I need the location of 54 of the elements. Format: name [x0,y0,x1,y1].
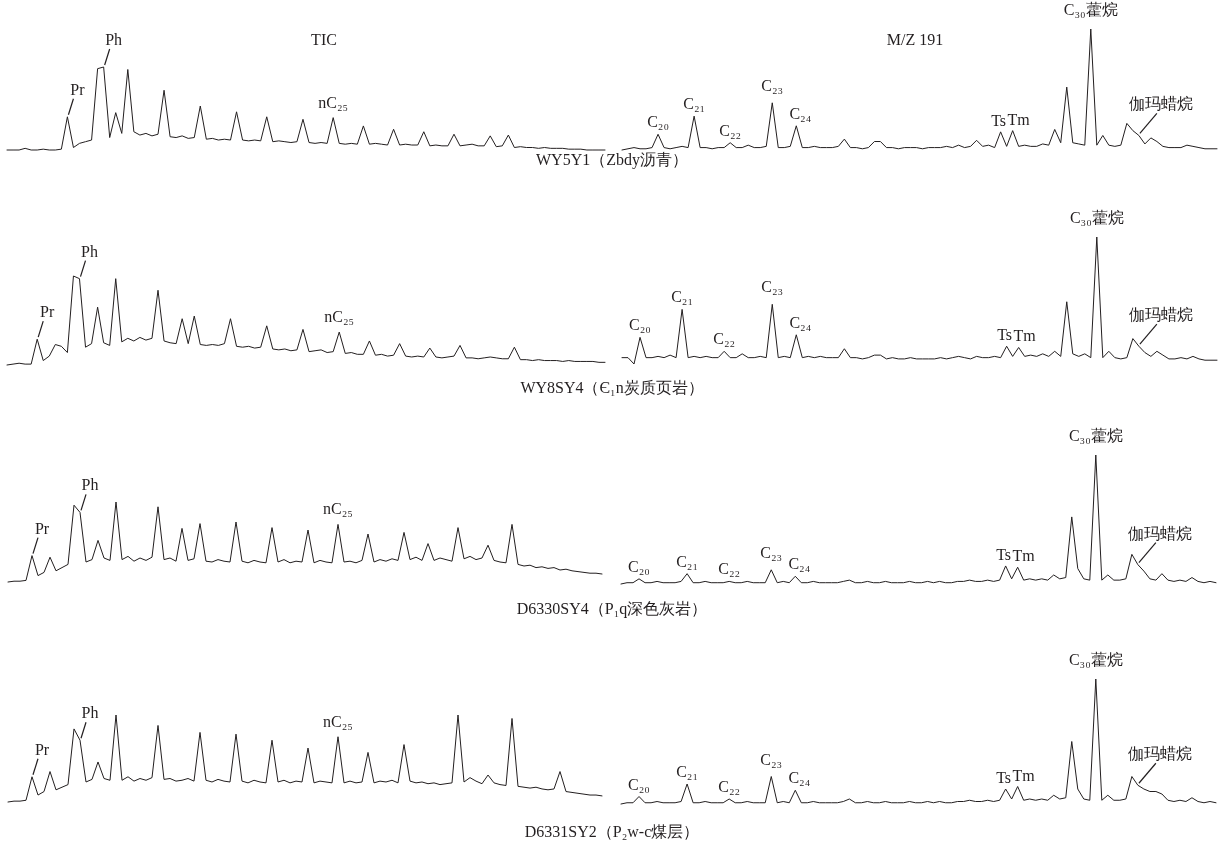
annotation: Ts [996,769,1012,786]
annotation: nC₂₅ [323,500,353,518]
annotation: C₂₁ [676,763,699,780]
annotation: 伽玛蜡烷 [1127,745,1192,763]
text: C₃₀藿烷 [1063,1,1118,18]
annotation: C₂₁ [683,95,706,113]
annotation: C₂₄ [789,104,812,122]
annotation: C₂₁ [676,552,699,570]
annotation: C₂₄ [789,313,812,331]
annotation: C₂₃ [761,278,784,296]
annotation: C₂₃ [760,750,783,768]
text: Ph [105,31,123,48]
annotation: C₂₀ [628,775,650,793]
x-axis-title: WY5Y1（Zbdy沥青） [536,151,688,169]
annotation: C₂₂ [718,560,741,578]
annotation: C₂₃ [761,76,784,94]
annotation: C₂₀ [628,557,650,575]
annotation: Pr [40,303,55,321]
annotation: Tm [1012,547,1036,565]
annotation: Ph [81,704,99,722]
annotation: C₂₄ [788,769,811,787]
text: C₃₀藿烷 [1068,651,1123,668]
x-axis-title: D6330SY4（P₁q深色灰岩） [516,600,708,618]
annotation: C₂₁ [671,288,694,306]
text: Ph [81,476,99,494]
annotation: C₂₂ [713,330,736,348]
chart-title: M/Z 191 [886,31,944,48]
annotation: Tm [1013,327,1037,345]
annotation: 伽玛蜡烷 [1127,524,1192,542]
chart-title: TIC [311,31,337,48]
annotation: C₂₂ [719,121,742,139]
annotation: 伽玛蜡烷 [1128,95,1193,113]
x-axis-title: WY8SY4（Є₁n炭质页岩） [520,379,704,396]
annotation: nC₂₅ [323,712,353,730]
text: Ph [81,242,98,260]
annotation: C₂₂ [718,778,741,795]
annotation: C₂₃ [760,543,783,561]
annotation: Pr [34,519,50,537]
annotation: 伽玛蜡烷 [1128,306,1193,324]
annotation: Tm [1007,110,1031,128]
annotation: C₂₀ [647,113,669,131]
text: C₃₀藿烷 [1068,427,1123,444]
x-axis-title: D6331SY2（P₂w-c煤层） [524,823,700,840]
annotation: Ts [996,545,1012,563]
annotation: nC₂₅ [318,93,349,111]
annotation: nC₂₅ [324,308,355,326]
annotation: C₂₄ [788,555,811,573]
annotation: Pr [34,740,50,758]
annotation: Tm [1012,766,1036,784]
annotation: C₂₀ [629,316,651,334]
annotation: Pr [70,80,86,98]
annotation: Ts [991,111,1007,129]
annotation: Ts [997,326,1013,344]
text: C₃₀藿烷 [1069,209,1124,226]
